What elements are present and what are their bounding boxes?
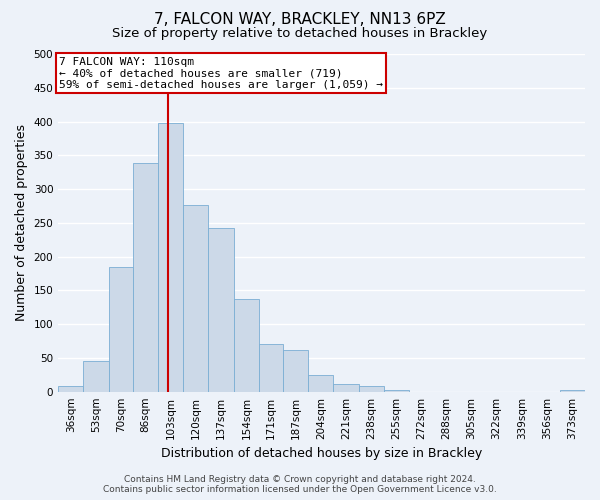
Bar	[208, 228, 234, 392]
Bar	[308, 375, 334, 392]
Bar	[109, 268, 133, 392]
Bar	[133, 164, 158, 392]
Bar	[359, 386, 384, 392]
Bar	[334, 384, 359, 392]
Text: Size of property relative to detached houses in Brackley: Size of property relative to detached ho…	[112, 28, 488, 40]
Text: 7, FALCON WAY, BRACKLEY, NN13 6PZ: 7, FALCON WAY, BRACKLEY, NN13 6PZ	[154, 12, 446, 28]
Bar	[259, 344, 283, 392]
Bar	[183, 204, 208, 392]
Text: Contains HM Land Registry data © Crown copyright and database right 2024.
Contai: Contains HM Land Registry data © Crown c…	[103, 474, 497, 494]
Bar	[283, 350, 308, 392]
X-axis label: Distribution of detached houses by size in Brackley: Distribution of detached houses by size …	[161, 447, 482, 460]
Bar	[384, 390, 409, 392]
Bar	[234, 299, 259, 392]
Bar	[58, 386, 83, 392]
Text: 7 FALCON WAY: 110sqm
← 40% of detached houses are smaller (719)
59% of semi-deta: 7 FALCON WAY: 110sqm ← 40% of detached h…	[59, 56, 383, 90]
Bar	[158, 123, 183, 392]
Bar	[560, 390, 585, 392]
Bar	[83, 360, 109, 392]
Y-axis label: Number of detached properties: Number of detached properties	[15, 124, 28, 322]
